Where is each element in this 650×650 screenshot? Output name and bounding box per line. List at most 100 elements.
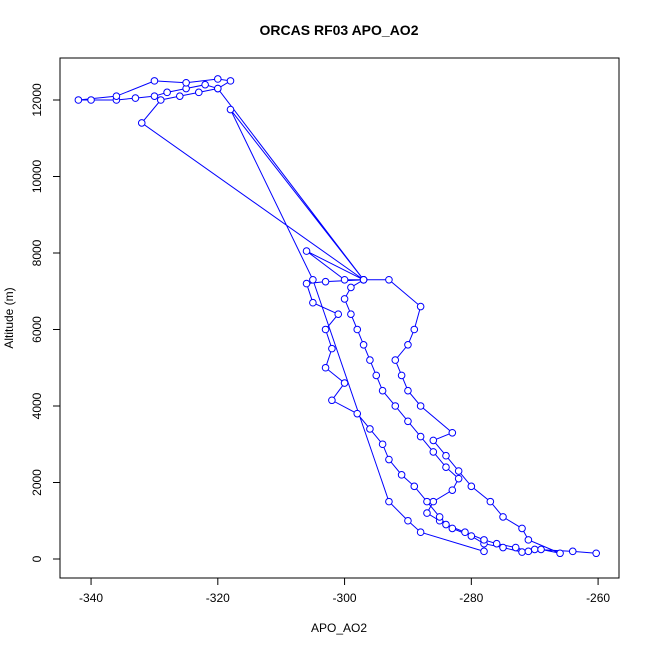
x-axis-label: APO_AO2 xyxy=(311,621,367,635)
data-point xyxy=(524,547,533,556)
data-point xyxy=(480,547,488,556)
y-tick-label: 6000 xyxy=(30,316,44,343)
data-point xyxy=(321,277,330,286)
x-tick-label: -340 xyxy=(79,591,103,605)
data-point xyxy=(416,432,425,441)
data-point xyxy=(359,340,368,349)
data-point xyxy=(372,371,381,380)
data-point xyxy=(366,425,374,433)
data-point xyxy=(530,545,539,554)
data-point xyxy=(518,548,526,556)
data-point xyxy=(423,509,431,517)
data-point xyxy=(461,528,469,537)
data-point xyxy=(385,497,393,506)
data-point xyxy=(87,96,95,104)
data-point xyxy=(340,275,349,284)
data-point xyxy=(328,396,336,405)
x-tick-label: -320 xyxy=(206,591,230,605)
data-point xyxy=(150,77,159,85)
data-point xyxy=(194,88,203,97)
data-point xyxy=(334,310,343,318)
data-point xyxy=(404,516,412,525)
data-point xyxy=(353,409,362,418)
data-point xyxy=(416,528,425,537)
data-point xyxy=(442,520,450,529)
data-point xyxy=(302,279,311,288)
data-point xyxy=(309,275,317,284)
y-tick-label: 10000 xyxy=(30,159,44,193)
data-point xyxy=(163,88,171,97)
y-tick-label: 2000 xyxy=(30,469,44,496)
data-point xyxy=(397,371,406,380)
y-axis-label: Altitude (m) xyxy=(2,287,16,348)
data-point xyxy=(150,92,159,100)
data-point xyxy=(404,386,412,395)
data-point xyxy=(492,539,501,548)
data-point xyxy=(416,402,425,410)
data-point xyxy=(378,386,387,395)
data-point xyxy=(353,325,362,334)
data-point xyxy=(214,84,222,93)
x-tick-label: -280 xyxy=(459,591,483,605)
data-point xyxy=(524,536,533,544)
data-point xyxy=(391,402,400,410)
data-point xyxy=(347,310,355,318)
data-point xyxy=(499,543,507,552)
data-point xyxy=(448,428,457,437)
data-point xyxy=(391,356,400,364)
plot-frame xyxy=(59,57,620,579)
data-point xyxy=(467,532,476,540)
data-point xyxy=(486,497,495,506)
data-point xyxy=(518,524,526,533)
data-point xyxy=(480,536,488,544)
y-tick-label: 12000 xyxy=(30,83,44,117)
data-point xyxy=(397,471,406,479)
data-point xyxy=(378,440,387,449)
data-point xyxy=(537,545,545,554)
data-point xyxy=(511,543,520,552)
data-point xyxy=(112,92,121,100)
data-point xyxy=(309,298,317,307)
data-point xyxy=(556,549,564,558)
data-point xyxy=(410,325,419,334)
data-point xyxy=(435,513,444,521)
data-point xyxy=(410,482,419,491)
data-point xyxy=(442,463,450,471)
data-point xyxy=(385,455,393,464)
data-point xyxy=(442,451,450,460)
data-point xyxy=(214,75,222,83)
data-point xyxy=(448,524,457,533)
x-tick-label: -260 xyxy=(586,591,610,605)
data-point xyxy=(423,497,431,506)
data-point xyxy=(454,474,463,483)
data-point xyxy=(429,448,438,456)
data-point xyxy=(366,356,374,364)
data-point xyxy=(448,486,457,494)
data-point xyxy=(74,96,83,104)
y-tick-label: 8000 xyxy=(30,239,44,266)
data-point xyxy=(454,467,463,475)
data-point xyxy=(568,547,577,556)
data-point xyxy=(385,275,393,284)
data-point xyxy=(156,96,165,104)
data-point xyxy=(201,80,209,89)
data-point xyxy=(404,417,412,426)
data-point xyxy=(404,340,412,349)
data-point xyxy=(467,482,476,491)
data-point xyxy=(340,295,349,303)
data-point xyxy=(137,119,146,127)
chart-title: ORCAS RF03 APO_AO2 xyxy=(260,22,419,38)
data-point xyxy=(340,379,349,387)
data-point xyxy=(499,513,507,521)
data-point xyxy=(429,436,438,445)
data-point xyxy=(182,78,190,87)
y-tick-label: 0 xyxy=(30,555,44,562)
data-point xyxy=(347,283,355,292)
y-tick-label: 4000 xyxy=(30,392,44,419)
data-point xyxy=(321,325,330,334)
data-point xyxy=(416,302,425,311)
data-point xyxy=(321,363,330,372)
data-point xyxy=(226,77,235,85)
data-point xyxy=(175,92,184,100)
